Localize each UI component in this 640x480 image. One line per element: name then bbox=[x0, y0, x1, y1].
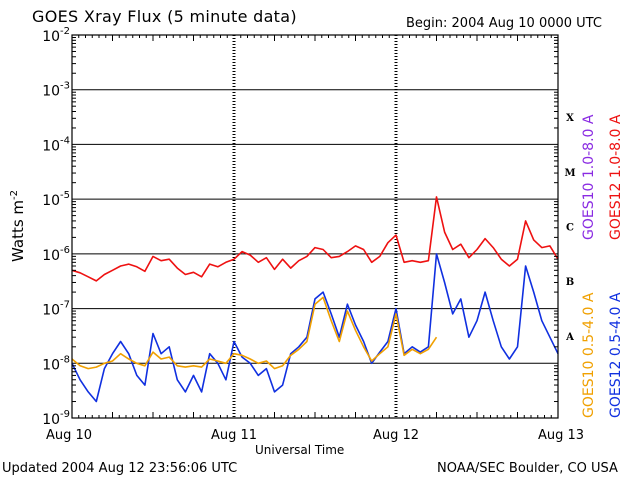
y-tick-label: 10-8 bbox=[42, 354, 70, 373]
x-tick-label: Aug 11 bbox=[211, 428, 257, 443]
flare-class-label: X bbox=[566, 113, 574, 124]
begin-timestamp: Begin: 2004 Aug 10 0000 UTC bbox=[406, 16, 602, 31]
x-tick-label: Aug 10 bbox=[46, 428, 92, 443]
y-tick-label: 10-9 bbox=[42, 409, 70, 428]
series-line-goes12-1-0-8-0-a bbox=[71, 196, 559, 282]
x-tick-label: Aug 13 bbox=[538, 428, 584, 443]
legend-goes10-long: GOES10 1.0-8.0 A bbox=[581, 114, 597, 240]
updated-timestamp: Updated 2004 Aug 12 23:56:06 UTC bbox=[2, 461, 238, 476]
y-tick-label: 10-4 bbox=[42, 135, 70, 154]
legend-goes12-short: GOES12 0.5-4.0 A bbox=[608, 292, 624, 418]
chart-title: GOES Xray Flux (5 minute data) bbox=[32, 7, 297, 26]
credit-line: NOAA/SEC Boulder, CO USA bbox=[437, 461, 618, 476]
y-tick-label: 10-2 bbox=[42, 26, 70, 45]
legend-goes10-short: GOES10 0.5-4.0 A bbox=[581, 292, 597, 418]
y-tick-label: 10-7 bbox=[42, 300, 70, 319]
y-tick-label: 10-5 bbox=[42, 190, 70, 209]
x-tick-label: Aug 12 bbox=[373, 428, 419, 443]
y-axis-label: Watts m-2 bbox=[9, 189, 27, 262]
x-axis-label: Universal Time bbox=[255, 443, 345, 457]
y-tick-label: 10-3 bbox=[42, 81, 70, 100]
plot-frame bbox=[71, 34, 559, 419]
flare-class-label: B bbox=[566, 277, 574, 288]
flare-class-label: C bbox=[566, 223, 574, 234]
legend-goes12-long: GOES12 1.0-8.0 A bbox=[608, 114, 624, 240]
y-tick-label: 10-6 bbox=[42, 245, 70, 264]
series-line-goes10-0-5-4-0-a bbox=[71, 296, 438, 370]
flare-class-label: A bbox=[565, 332, 574, 343]
series-line-goes12-0-5-4-0-a bbox=[71, 253, 559, 403]
flare-class-label: M bbox=[564, 168, 575, 179]
